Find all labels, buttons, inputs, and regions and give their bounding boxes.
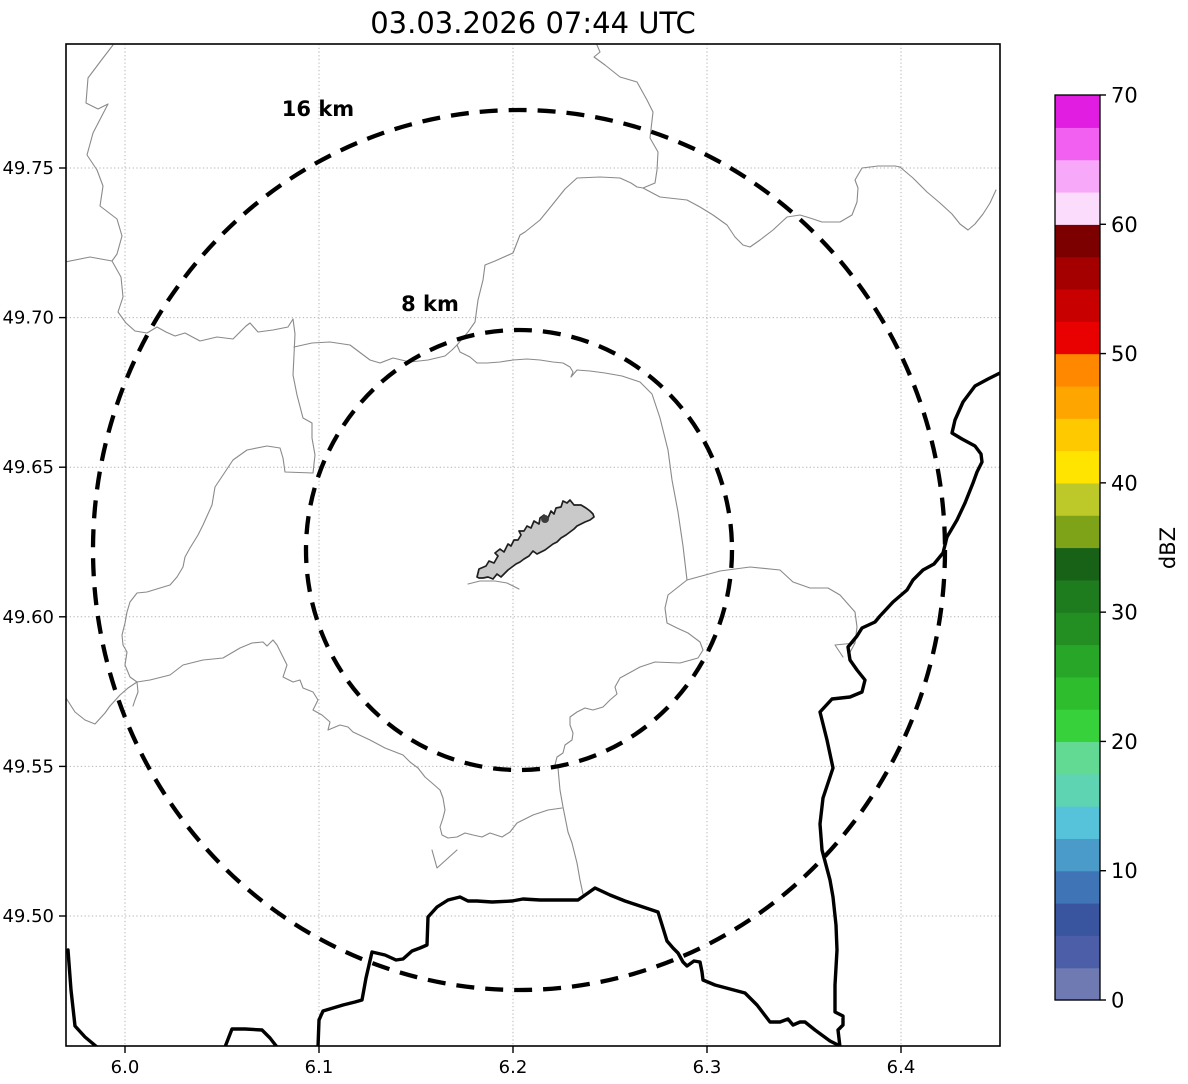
river-line xyxy=(292,318,316,474)
range-ring-16km xyxy=(90,107,948,993)
country-border-line xyxy=(316,886,840,1046)
x-tick-label: 6.3 xyxy=(693,1057,722,1078)
colorbar-tick-label: 10 xyxy=(1111,859,1138,883)
city-mark-dot xyxy=(541,515,549,523)
river-line xyxy=(66,256,113,263)
river-line xyxy=(66,697,111,725)
range-ring-layer: 16 km 8 km xyxy=(90,97,948,993)
colorbar-tick-label: 50 xyxy=(1111,342,1138,366)
river-line xyxy=(109,681,138,707)
colorbar-segment xyxy=(1055,547,1100,581)
range-ring-8km xyxy=(303,327,735,773)
colorbar-segment xyxy=(1055,741,1100,775)
colorbar-segment xyxy=(1055,224,1100,258)
colorbar-tick-label: 70 xyxy=(1111,84,1138,108)
colorbar-segment xyxy=(1055,515,1100,549)
river-line xyxy=(456,344,688,581)
river-line xyxy=(834,642,856,658)
river-line xyxy=(686,566,858,657)
colorbar-segment xyxy=(1055,935,1100,969)
colorbar-segment xyxy=(1055,127,1100,161)
x-tick-label: 6.4 xyxy=(887,1057,916,1078)
country-border-line xyxy=(66,948,99,1046)
colorbar-segment xyxy=(1055,191,1100,225)
colorbar: 0 10 20 30 40 50 60 70 xyxy=(1054,84,1138,1013)
colorbar-segment xyxy=(1055,838,1100,872)
river-line xyxy=(467,580,520,590)
colorbar-tick-label: 0 xyxy=(1111,989,1124,1013)
colorbar-segment xyxy=(1055,321,1100,355)
x-tick-label: 6.1 xyxy=(305,1057,334,1078)
colorbar-segment xyxy=(1055,709,1100,743)
colorbar-segment xyxy=(1055,385,1100,419)
colorbar-segment xyxy=(1055,450,1100,484)
colorbar-segment xyxy=(1055,676,1100,710)
x-tick-label: 6.0 xyxy=(111,1057,140,1078)
river-line xyxy=(85,44,294,342)
y-tick-label: 49.70 xyxy=(2,308,54,329)
river-line xyxy=(554,579,704,895)
colorbar-segment xyxy=(1055,579,1100,613)
colorbar-segment xyxy=(1055,967,1100,1001)
river-line xyxy=(121,445,314,707)
river-line xyxy=(456,165,997,346)
colorbar-segment xyxy=(1055,903,1100,936)
colorbar-segment xyxy=(1055,773,1100,807)
axis-layer: 6.0 6.1 6.2 6.3 6.4 49.75 49.70 49.65 49.60 49.55… xyxy=(2,43,1001,1078)
river-line xyxy=(136,639,563,839)
river-line xyxy=(431,849,458,869)
river-line xyxy=(293,341,458,364)
colorbar-segment xyxy=(1055,806,1100,839)
city-boundary-polygon xyxy=(476,499,595,580)
range-ring-label: 16 km xyxy=(282,97,354,121)
country-border-line xyxy=(223,1027,279,1046)
colorbar-tick-label: 30 xyxy=(1111,601,1138,625)
colorbar-tick-label: 40 xyxy=(1111,471,1138,495)
plot-frame xyxy=(65,43,1001,1047)
map-feature-layer xyxy=(66,44,1000,1046)
colorbar-segment xyxy=(1055,95,1100,128)
y-tick-label: 49.75 xyxy=(2,158,54,179)
colorbar-segment xyxy=(1055,612,1100,646)
colorbar-tick-label: 20 xyxy=(1111,730,1138,754)
y-tick-label: 49.60 xyxy=(2,607,54,628)
colorbar-segment xyxy=(1055,353,1100,387)
colorbar-segment xyxy=(1055,644,1100,678)
y-tick-label: 49.50 xyxy=(2,906,54,927)
colorbar-segment xyxy=(1055,870,1100,904)
country-border-line xyxy=(818,371,1000,1046)
figure-title: 03.03.2026 07:44 UTC xyxy=(370,6,696,40)
y-tick-label: 49.55 xyxy=(2,756,54,777)
y-tick-label: 49.65 xyxy=(2,457,54,478)
colorbar-segment xyxy=(1055,418,1100,452)
colorbar-segment xyxy=(1055,482,1100,516)
colorbar-segment xyxy=(1055,159,1100,193)
x-tick-label: 6.2 xyxy=(499,1057,528,1078)
range-ring-label: 8 km xyxy=(401,292,459,316)
colorbar-segment xyxy=(1055,256,1100,290)
colorbar-segment xyxy=(1055,288,1100,322)
colorbar-axis-label: dBZ xyxy=(1156,527,1180,569)
colorbar-frame xyxy=(1054,94,1101,1001)
river-line xyxy=(593,44,659,189)
colorbar-tick-label: 60 xyxy=(1111,213,1138,237)
